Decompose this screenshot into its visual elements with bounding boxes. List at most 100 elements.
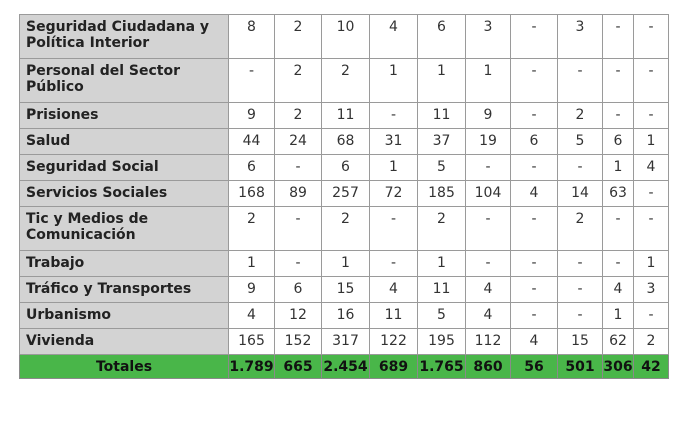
table-row: Tic y Medios de Comunicación 2-2-2- -2- -: [19, 206, 669, 251]
row-label: Personal del Sector Público: [19, 58, 229, 103]
table-cell: 2: [228, 206, 275, 251]
table-row: Tráfico y Transportes 9 6 15 4 11 4- -4 3: [19, 276, 669, 303]
table-cell: 4: [228, 302, 275, 329]
row-label: Salud: [19, 128, 229, 155]
table-cell: 1: [602, 302, 634, 329]
table-cell: 37: [417, 128, 466, 155]
table-cell: -: [602, 14, 634, 59]
table-cell: 4: [369, 14, 418, 59]
table-cell: -: [510, 206, 558, 251]
table-cell: 24: [274, 128, 322, 155]
table-cell: -: [274, 154, 322, 181]
table-row: Vivienda 165 152 317 122 195 112 4 15 62 2: [19, 328, 669, 355]
table-cell: 4: [465, 302, 511, 329]
table-cell: 5: [417, 154, 466, 181]
row-label: Tráfico y Transportes: [19, 276, 229, 303]
table-cell: 1: [633, 250, 669, 277]
table-row: Trabajo 1-1-1- - - -1: [19, 250, 669, 277]
table-cell: 12: [274, 302, 322, 329]
table-cell: -: [465, 206, 511, 251]
row-label: Prisiones: [19, 102, 229, 129]
table-cell: 1: [417, 58, 466, 103]
table-cell: 3: [557, 14, 603, 59]
table-cell: 89: [274, 180, 322, 207]
table-cell: 1: [602, 154, 634, 181]
table-cell: -: [228, 58, 275, 103]
totals-cell: 2.454: [321, 354, 370, 379]
table-cell: 16: [321, 302, 370, 329]
table-cell: 165: [228, 328, 275, 355]
table-cell: -: [465, 250, 511, 277]
row-label: Servicios Sociales: [19, 180, 229, 207]
totals-cell: 1.789: [228, 354, 275, 379]
table-cell: 2: [274, 102, 322, 129]
table-cell: 9: [465, 102, 511, 129]
table-cell: 1: [417, 250, 466, 277]
table-cell: -: [633, 58, 669, 103]
table-cell: 3: [633, 276, 669, 303]
table-cell: 152: [274, 328, 322, 355]
table-cell: -: [465, 154, 511, 181]
table-cell: 11: [321, 102, 370, 129]
table-cell: 6: [274, 276, 322, 303]
table-cell: -: [510, 276, 558, 303]
table-cell: -: [602, 250, 634, 277]
row-label: Seguridad Social: [19, 154, 229, 181]
table-cell: 68: [321, 128, 370, 155]
table-cell: 2: [321, 206, 370, 251]
table-row: Personal del Sector Público -2 2 1 1 1- - - -: [19, 58, 669, 103]
table-cell: 2: [557, 206, 603, 251]
table-cell: 2: [417, 206, 466, 251]
table-cell: -: [633, 206, 669, 251]
table-cell: 122: [369, 328, 418, 355]
table-cell: -: [557, 250, 603, 277]
table-cell: -: [510, 250, 558, 277]
table-cell: -: [369, 250, 418, 277]
row-label: Vivienda: [19, 328, 229, 355]
table-cell: 8: [228, 14, 275, 59]
table-row: Seguridad Social 6-6 1 5- - -1 4: [19, 154, 669, 181]
table-row: Prisiones 9 2 11-11 9-2- -: [19, 102, 669, 129]
totals-cell: 501: [557, 354, 603, 379]
table-cell: 11: [417, 276, 466, 303]
table-cell: -: [557, 302, 603, 329]
table-row: Urbanismo 4 12 16 11 5 4- -1-: [19, 302, 669, 329]
table-cell: -: [557, 154, 603, 181]
totals-cell: 860: [465, 354, 511, 379]
table-cell: 15: [557, 328, 603, 355]
table-cell: -: [274, 206, 322, 251]
totals-cell: 306: [602, 354, 634, 379]
table-cell: 4: [465, 276, 511, 303]
table-cell: 72: [369, 180, 418, 207]
table-cell: 19: [465, 128, 511, 155]
table-cell: -: [633, 102, 669, 129]
table-cell: 195: [417, 328, 466, 355]
table-cell: -: [510, 154, 558, 181]
table-cell: 4: [602, 276, 634, 303]
table-cell: -: [510, 14, 558, 59]
totals-cell: 689: [369, 354, 418, 379]
table-cell: 168: [228, 180, 275, 207]
table-cell: -: [602, 58, 634, 103]
table-cell: 1: [369, 58, 418, 103]
table-cell: 11: [369, 302, 418, 329]
table-row: Servicios Sociales 168 89 257 72 185 104 4 14 63-: [19, 180, 669, 207]
table-cell: 9: [228, 276, 275, 303]
table-cell: -: [274, 250, 322, 277]
table-cell: 14: [557, 180, 603, 207]
table-cell: -: [557, 276, 603, 303]
table-cell: 4: [369, 276, 418, 303]
table-cell: 5: [417, 302, 466, 329]
totals-cell: 42: [633, 354, 669, 379]
table-cell: 2: [274, 58, 322, 103]
table-cell: 104: [465, 180, 511, 207]
statistics-table: Seguridad Ciudadana y Política Interior 8…: [19, 14, 669, 379]
table-cell: 63: [602, 180, 634, 207]
table-cell: -: [557, 58, 603, 103]
table-cell: 2: [557, 102, 603, 129]
table-cell: -: [510, 58, 558, 103]
table-cell: 9: [228, 102, 275, 129]
totals-label: Totales: [19, 354, 229, 379]
table-cell: 2: [321, 58, 370, 103]
table-cell: -: [602, 206, 634, 251]
